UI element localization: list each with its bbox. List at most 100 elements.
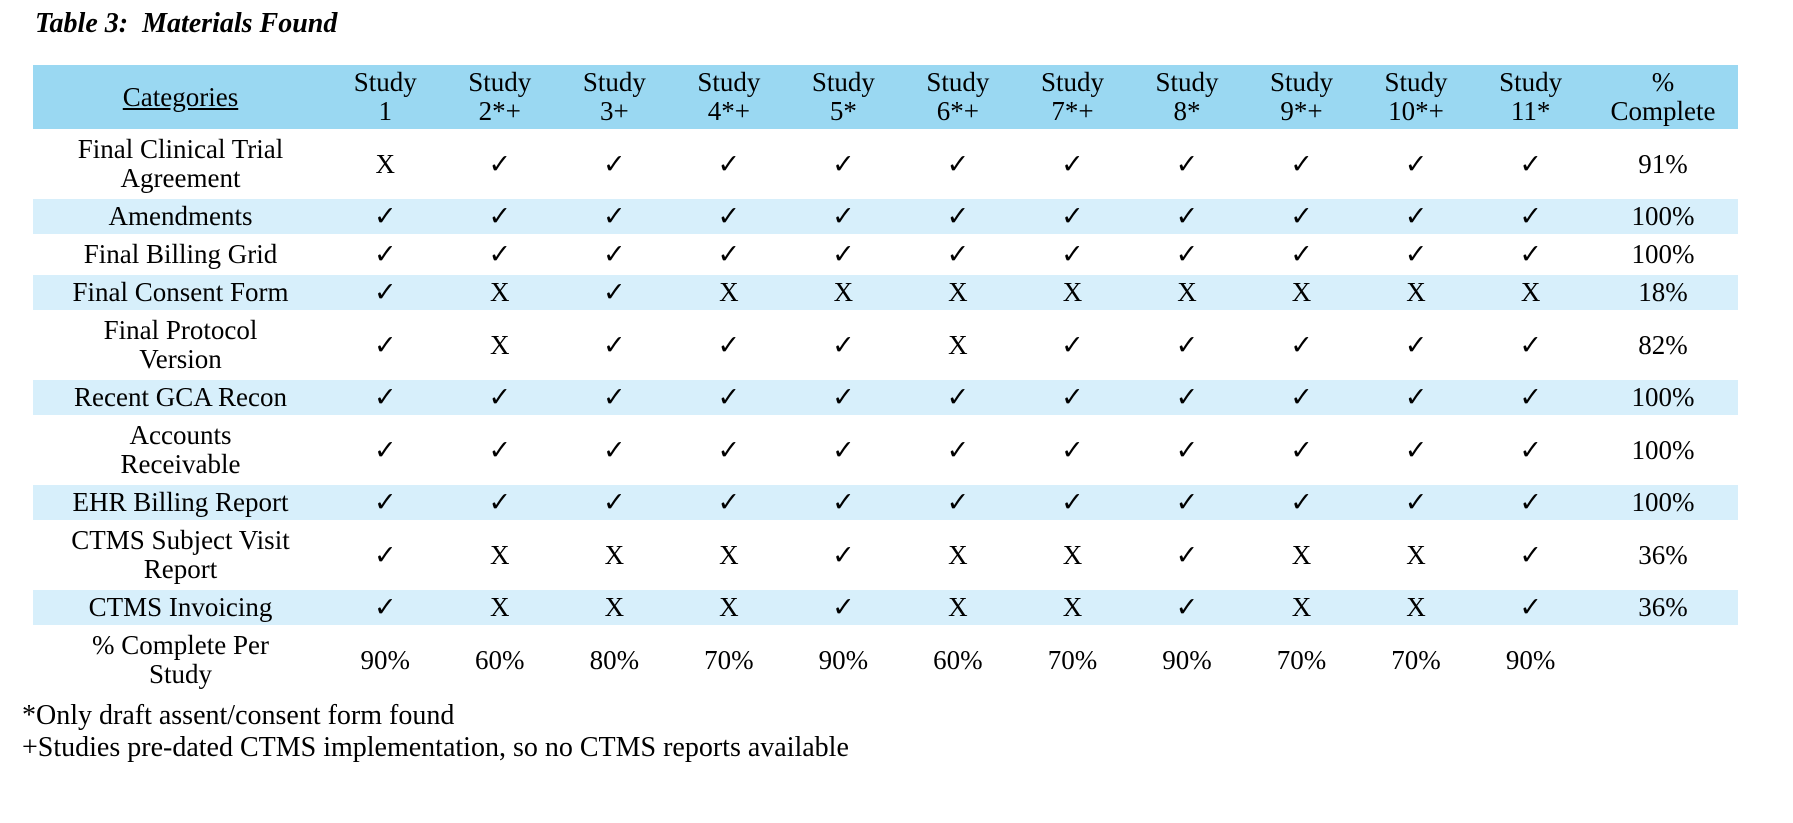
mark-cell: 70%: [1015, 625, 1130, 695]
percent-complete-cell: 100%: [1588, 482, 1738, 523]
column-header-10: Study 10*+: [1358, 62, 1474, 132]
mark-cell: ✓: [1473, 129, 1588, 199]
mark-cell: ✓: [786, 129, 901, 199]
column-header-6: Study 6*+: [900, 62, 1016, 132]
header-row: Categories Study 1 Study 2*+ Study 3+ Study…: [33, 62, 1738, 132]
mark-cell: ✓: [1015, 196, 1130, 237]
category-cell: EHR Billing Report: [33, 482, 328, 523]
mark-cell: ✓: [1129, 482, 1245, 523]
column-header-11: Study 11*: [1473, 62, 1588, 132]
mark-cell: ✓: [786, 234, 901, 275]
column-header-2: Study 2*+: [442, 62, 558, 132]
mark-cell: ✓: [786, 310, 901, 380]
mark-cell: ✓: [1129, 310, 1245, 380]
mark-cell: ✓: [786, 587, 901, 628]
table-row: CTMS Invoicing ✓ X X X ✓ X X ✓ X X ✓ 36%: [33, 587, 1738, 628]
mark-cell: ✓: [1358, 196, 1474, 237]
mark-cell: X: [557, 520, 672, 590]
mark-cell: X: [1358, 587, 1474, 628]
column-header-1: Study 1: [328, 62, 443, 132]
mark-cell: ✓: [786, 520, 901, 590]
mark-cell: X: [900, 310, 1016, 380]
mark-cell: ✓: [328, 310, 443, 380]
mark-cell: ✓: [442, 482, 558, 523]
document-page: Table 3: Materials Found Categories Stud…: [22, 8, 1738, 763]
mark-cell: ✓: [1129, 377, 1245, 418]
mark-cell: X: [1244, 272, 1359, 313]
mark-cell: ✓: [442, 234, 558, 275]
mark-cell: X: [328, 129, 443, 199]
materials-found-table: Categories Study 1 Study 2*+ Study 3+ Study…: [33, 62, 1738, 695]
category-cell: CTMS Subject Visit Report: [33, 520, 328, 590]
percent-complete-cell: 100%: [1588, 415, 1738, 485]
mark-cell: ✓: [671, 310, 787, 380]
column-header-9: Study 9*+: [1244, 62, 1359, 132]
percent-complete-cell: 100%: [1588, 377, 1738, 418]
table-row: Final Protocol Version ✓ X ✓ ✓ ✓ X ✓ ✓ ✓ ✓ ✓ 82%: [33, 310, 1738, 380]
mark-cell: ✓: [328, 415, 443, 485]
mark-cell: X: [1015, 520, 1130, 590]
percent-complete-cell: 100%: [1588, 196, 1738, 237]
mark-cell: 90%: [1129, 625, 1245, 695]
category-cell: CTMS Invoicing: [33, 587, 328, 628]
table-row: Accounts Receivable ✓ ✓ ✓ ✓ ✓ ✓ ✓ ✓ ✓ ✓ ✓ 100%: [33, 415, 1738, 485]
mark-cell: ✓: [1473, 234, 1588, 275]
mark-cell: X: [1015, 272, 1130, 313]
mark-cell: ✓: [1129, 129, 1245, 199]
category-cell: Final Consent Form: [33, 272, 328, 313]
column-header-5: Study 5*: [786, 62, 901, 132]
mark-cell: ✓: [1244, 415, 1359, 485]
mark-cell: ✓: [671, 377, 787, 418]
percent-complete-cell: 36%: [1588, 587, 1738, 628]
mark-cell: ✓: [557, 310, 672, 380]
column-header-4: Study 4*+: [671, 62, 787, 132]
percent-complete-cell: 100%: [1588, 234, 1738, 275]
mark-cell: ✓: [1473, 482, 1588, 523]
mark-cell: ✓: [1015, 377, 1130, 418]
mark-cell: X: [1244, 587, 1359, 628]
mark-cell: ✓: [1129, 234, 1245, 275]
mark-cell: X: [442, 310, 558, 380]
mark-cell: ✓: [442, 196, 558, 237]
mark-cell: X: [442, 587, 558, 628]
percent-complete-cell: 36%: [1588, 520, 1738, 590]
mark-cell: ✓: [900, 129, 1016, 199]
mark-cell: ✓: [328, 520, 443, 590]
mark-cell: X: [557, 587, 672, 628]
mark-cell: X: [1015, 587, 1130, 628]
category-cell: Recent GCA Recon: [33, 377, 328, 418]
footnote-plus: +Studies pre-dated CTMS implementation, …: [22, 732, 849, 763]
mark-cell: ✓: [1015, 234, 1130, 275]
mark-cell: ✓: [1015, 415, 1130, 485]
mark-cell: X: [442, 520, 558, 590]
mark-cell: X: [442, 272, 558, 313]
category-cell: Final Billing Grid: [33, 234, 328, 275]
mark-cell: ✓: [557, 482, 672, 523]
percent-complete-cell: 91%: [1588, 129, 1738, 199]
mark-cell: ✓: [1358, 310, 1474, 380]
mark-cell: ✓: [671, 196, 787, 237]
mark-cell: ✓: [1129, 520, 1245, 590]
mark-cell: ✓: [1244, 377, 1359, 418]
column-header-7: Study 7*+: [1015, 62, 1130, 132]
mark-cell: ✓: [557, 129, 672, 199]
mark-cell: 70%: [671, 625, 787, 695]
mark-cell: ✓: [1358, 377, 1474, 418]
mark-cell: ✓: [671, 482, 787, 523]
mark-cell: 70%: [1358, 625, 1474, 695]
mark-cell: ✓: [1244, 234, 1359, 275]
mark-cell: ✓: [1473, 415, 1588, 485]
mark-cell: 90%: [786, 625, 901, 695]
mark-cell: ✓: [900, 234, 1016, 275]
category-cell: Accounts Receivable: [33, 415, 328, 485]
mark-cell: 80%: [557, 625, 672, 695]
mark-cell: ✓: [442, 415, 558, 485]
table-row: CTMS Subject Visit Report ✓ X X X ✓ X X ✓ X X ✓ 36%: [33, 520, 1738, 590]
mark-cell: X: [671, 272, 787, 313]
mark-cell: ✓: [1244, 196, 1359, 237]
mark-cell: ✓: [1244, 310, 1359, 380]
mark-cell: ✓: [786, 415, 901, 485]
mark-cell: ✓: [786, 377, 901, 418]
mark-cell: ✓: [557, 196, 672, 237]
mark-cell: 60%: [900, 625, 1016, 695]
